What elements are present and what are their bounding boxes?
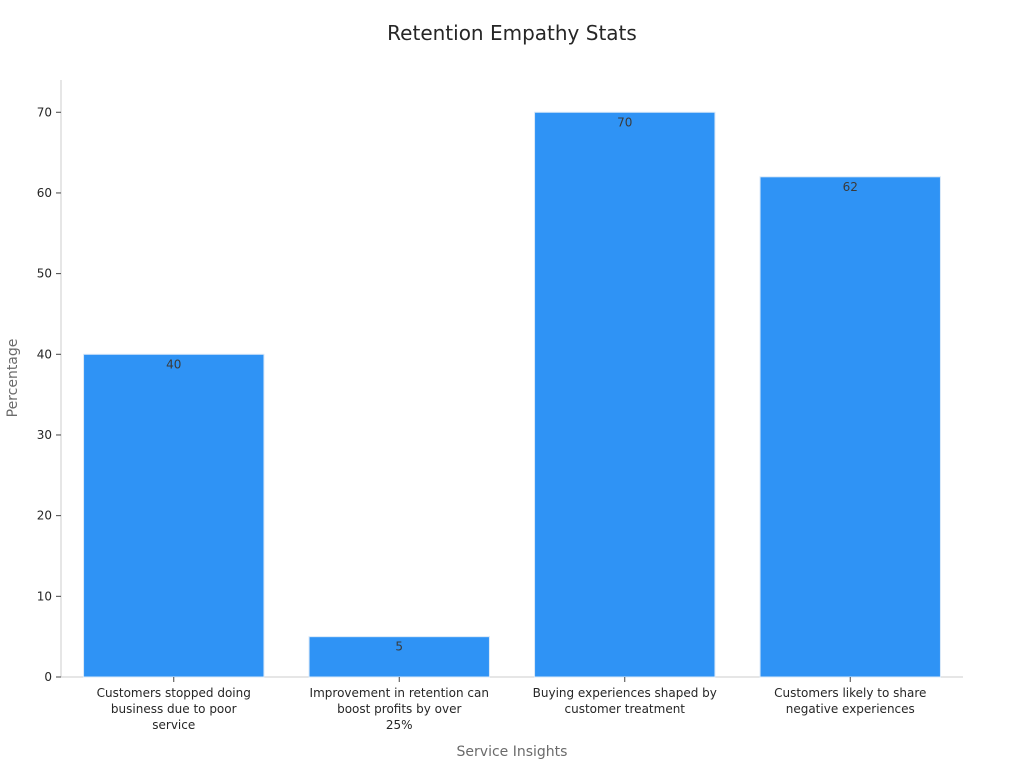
x-tick-label: Customers likely to share negative experi… — [774, 686, 926, 716]
y-tick-label: 50 — [37, 267, 52, 281]
y-tick-label: 30 — [37, 428, 52, 442]
bar — [308, 636, 490, 678]
plot-area: 0 10 20 30 40 50 60 70 40 Customers stopped doing… — [37, 80, 963, 732]
bar — [759, 176, 941, 678]
y-tick-label: 10 — [37, 589, 52, 603]
chart-title: Retention Empathy Stats — [387, 21, 637, 45]
y-tick-label: 70 — [37, 105, 52, 119]
data-label: 5 — [395, 640, 403, 654]
x-axis-title: Service Insights — [457, 744, 568, 760]
bar — [83, 353, 265, 678]
data-label: 70 — [617, 115, 632, 129]
y-axis-title: Percentage — [5, 339, 21, 418]
data-label: 40 — [166, 357, 181, 371]
x-tick-label: Customers stopped doing business due to p… — [97, 686, 251, 732]
bar — [534, 111, 716, 678]
y-tick-label: 0 — [44, 670, 52, 684]
data-label: 62 — [843, 180, 858, 194]
y-tick-label: 60 — [37, 186, 52, 200]
y-tick-label: 20 — [37, 509, 52, 523]
x-tick-label: Buying experiences shaped by customer tre… — [533, 686, 717, 716]
x-tick-label: Improvement in retention can boost profit… — [310, 686, 489, 732]
y-tick-label: 40 — [37, 347, 52, 361]
